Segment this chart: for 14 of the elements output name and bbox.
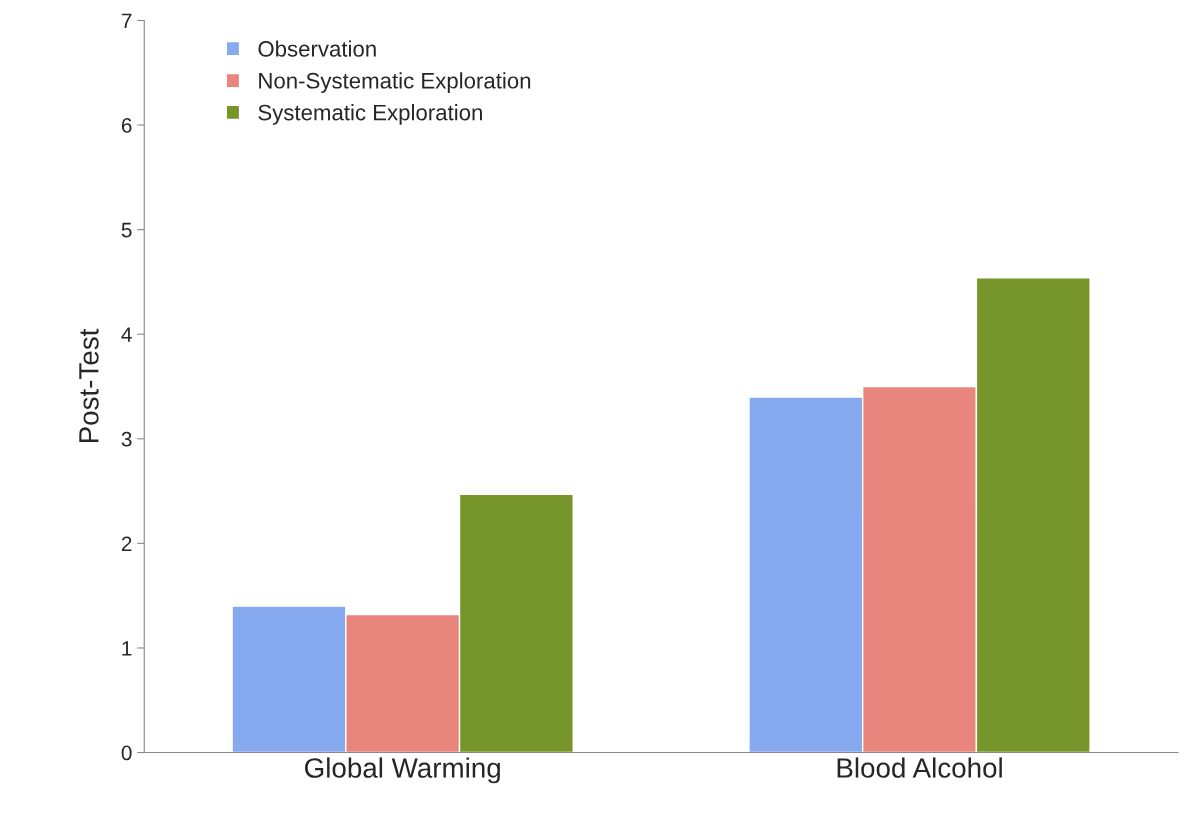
- legend-label: Non-Systematic Exploration: [259, 72, 531, 93]
- y-tick-label: 4: [121, 327, 132, 342]
- y-axis-title: Post-Test: [79, 328, 99, 443]
- y-tick-label: 3: [121, 431, 132, 447]
- legend-label: Observation: [258, 40, 376, 57]
- y-tick-label: 0: [121, 745, 132, 761]
- y-tick-label: 7: [121, 13, 132, 28]
- y-tick-label: 6: [121, 118, 132, 133]
- y-tick-label: 1: [122, 641, 132, 656]
- legend-label: Systematic Exploration: [258, 104, 482, 125]
- x-tick-label: Blood Alcohol: [837, 757, 1002, 778]
- x-tick-label: Global Warming: [305, 757, 500, 784]
- y-tick-label: 2: [121, 536, 132, 551]
- y-tick-label: 5: [121, 222, 132, 238]
